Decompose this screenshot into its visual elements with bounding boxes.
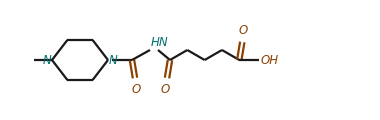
Text: N: N <box>42 54 51 66</box>
Text: O: O <box>239 24 248 37</box>
Text: HN: HN <box>151 36 169 49</box>
Text: OH: OH <box>260 54 279 66</box>
Text: N: N <box>109 54 118 66</box>
Text: O: O <box>160 83 169 96</box>
Text: O: O <box>131 83 141 96</box>
